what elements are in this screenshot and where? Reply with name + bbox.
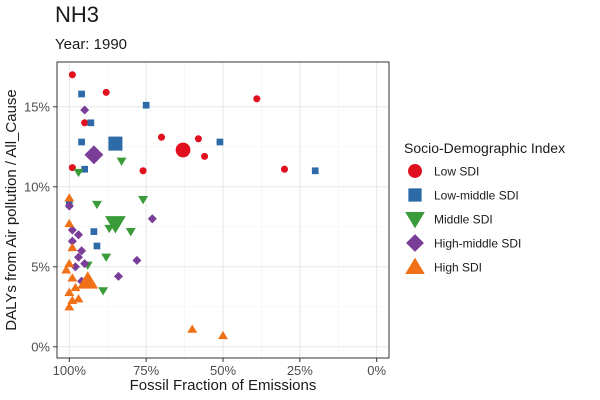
y-axis-title: DALYs from Air pollution / All_Cause — [3, 89, 20, 331]
data-point-square — [81, 165, 89, 173]
legend-title: Socio-Demographic Index — [404, 140, 565, 156]
x-tick-label: 100% — [53, 363, 87, 378]
data-point-square — [108, 136, 123, 151]
data-point-diamond — [80, 105, 90, 115]
data-point-triangle-down — [138, 196, 149, 205]
data-point-square — [87, 119, 95, 127]
data-point-diamond — [70, 262, 80, 272]
data-point-triangle-up — [67, 242, 78, 252]
data-point-triangle-up — [73, 294, 84, 303]
data-point-triangle-up — [64, 287, 75, 296]
legend-key-triangle-up — [405, 257, 425, 275]
data-point-triangle-down — [116, 157, 127, 166]
data-point-triangle-up — [64, 258, 75, 268]
data-point-diamond — [74, 230, 84, 240]
chart-subtitle: Year: 1990 — [55, 36, 128, 53]
data-point-square — [142, 101, 150, 109]
data-point-diamond — [80, 259, 90, 269]
data-point-triangle-down — [91, 200, 102, 210]
data-point-triangle-up — [70, 282, 81, 292]
legend-key-circle — [408, 164, 422, 178]
data-point-triangle-down — [125, 228, 136, 237]
data-point-triangle-down — [101, 253, 112, 262]
data-point-circle — [253, 95, 261, 103]
data-point-circle — [280, 165, 289, 173]
data-point-diamond — [77, 246, 87, 256]
data-point-circle — [175, 142, 191, 158]
legend-label: Low-middle SDI — [434, 189, 519, 203]
legend-label: Low SDI — [434, 165, 479, 179]
x-tick-label: 75% — [133, 363, 159, 378]
data-point-circle — [81, 119, 89, 127]
grid-lines — [57, 62, 389, 358]
legend-label: Middle SDI — [434, 213, 493, 227]
data-point-diamond — [132, 255, 142, 265]
data-point-triangle-up — [67, 295, 78, 304]
data-point-circle — [68, 71, 76, 79]
data-point-diamond — [74, 252, 84, 262]
data-point-square — [90, 228, 98, 235]
data-point-triangle-down — [104, 224, 115, 234]
data-point-triangle-down — [105, 216, 126, 234]
data-point-square — [78, 90, 85, 98]
data-point-triangle-down — [98, 287, 109, 296]
data-point-square — [311, 167, 319, 175]
data-point-triangle-up — [61, 265, 72, 274]
data-point-diamond — [113, 271, 123, 281]
data-point-triangle-up — [64, 218, 75, 228]
data-point-triangle-up — [64, 302, 75, 311]
legend-label: High SDI — [434, 261, 482, 275]
x-tick-label: 50% — [210, 363, 236, 378]
y-tick-label: 5% — [31, 259, 50, 274]
data-point-square — [216, 138, 224, 146]
data-point-circle — [102, 88, 110, 96]
data-point-circle — [139, 167, 147, 175]
y-tick-label: 15% — [24, 99, 50, 114]
legend-key-square — [408, 188, 422, 202]
data-points — [61, 71, 319, 340]
data-point-diamond — [67, 236, 77, 246]
chart-title: NH3 — [55, 2, 100, 27]
legend-key-diamond — [406, 234, 424, 252]
data-point-triangle-up — [218, 330, 228, 340]
data-point-triangle-up — [64, 193, 75, 202]
x-tick-label: 0% — [367, 363, 386, 378]
legend: Socio-Demographic Index Low SDI Low-middl… — [404, 140, 565, 275]
data-point-circle — [194, 135, 202, 143]
data-point-circle — [201, 152, 209, 160]
y-tick-label: 10% — [24, 179, 50, 194]
legend-key-triangle-down — [405, 211, 425, 229]
legend-label: High-middle SDI — [434, 237, 521, 251]
data-point-square — [93, 242, 101, 250]
data-point-diamond — [147, 214, 157, 224]
data-point-triangle-up — [77, 271, 99, 289]
data-point-triangle-down — [73, 168, 84, 178]
data-point-diamond — [67, 225, 77, 235]
data-point-triangle-up — [187, 324, 198, 333]
data-point-circle — [157, 133, 166, 141]
data-point-triangle-up — [67, 273, 78, 282]
x-axis-title: Fossil Fraction of Emissions — [130, 377, 317, 394]
data-point-diamond — [64, 201, 74, 211]
data-point-square — [78, 138, 85, 146]
x-tick-label: 25% — [287, 363, 313, 378]
data-point-diamond — [84, 145, 104, 165]
axis-ticks: 100% 75% 50% 25% 0% 0% 5% 10% 15% — [24, 99, 387, 378]
y-tick-label: 0% — [31, 339, 50, 354]
